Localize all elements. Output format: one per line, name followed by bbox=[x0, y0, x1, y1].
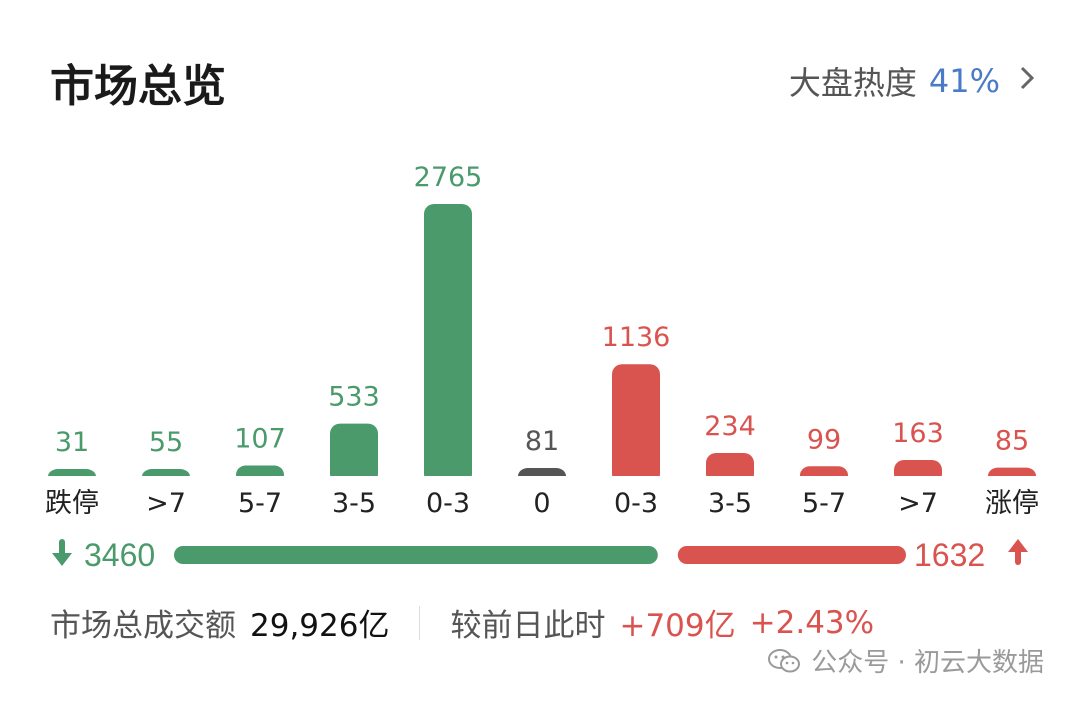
divider bbox=[419, 605, 421, 640]
distribution-chart: 31 跌停 55 >7 107 5-7 533 3-5 2765 0-3 81 0 1136 0-3 234… bbox=[0, 162, 1080, 573]
down-bar bbox=[174, 546, 658, 564]
breadth-bar: 3460 1632 bbox=[52, 537, 1028, 573]
category-label: 0-3 bbox=[614, 488, 658, 519]
wechat-icon bbox=[768, 648, 801, 672]
category-label: 0-3 bbox=[426, 488, 470, 519]
down-count: 3460 bbox=[84, 537, 155, 573]
baseline-mask bbox=[0, 476, 1080, 486]
category-label: >7 bbox=[898, 488, 938, 519]
page-title: 市场总览 bbox=[50, 61, 226, 112]
bar-6 bbox=[612, 364, 660, 484]
compare-label: 较前日此时 bbox=[450, 608, 606, 644]
compare-abs: +709亿 bbox=[619, 608, 736, 644]
category-label: 跌停 bbox=[45, 488, 99, 519]
arrow-up-icon bbox=[1008, 539, 1028, 565]
turnover-summary: 市场总成交额 29,926亿 较前日此时 +709亿 +2.43% bbox=[50, 600, 874, 645]
bar-4 bbox=[424, 204, 472, 484]
category-label: 0 bbox=[533, 488, 550, 519]
bar-value-label: 107 bbox=[234, 423, 286, 454]
watermark: 公众号 · 初云大数据 bbox=[767, 642, 1044, 679]
bar-value-label: 99 bbox=[807, 424, 841, 455]
chevron-right-icon bbox=[1018, 62, 1036, 100]
bar-value-label: 234 bbox=[704, 411, 756, 442]
up-bar bbox=[677, 546, 906, 564]
bar-value-label: 1136 bbox=[602, 322, 671, 353]
bar-value-label: 163 bbox=[892, 418, 944, 449]
bar-value-label: 31 bbox=[55, 427, 89, 458]
watermark-text: 公众号 · 初云大数据 bbox=[811, 648, 1044, 678]
turnover-value: 29,926亿 bbox=[250, 608, 390, 644]
up-count: 1632 bbox=[914, 537, 985, 573]
category-label: 3-5 bbox=[332, 488, 376, 519]
category-label: >7 bbox=[146, 488, 186, 519]
bar-value-label: 85 bbox=[995, 426, 1029, 457]
category-label: 5-7 bbox=[802, 488, 846, 519]
category-label: 涨停 bbox=[985, 488, 1039, 519]
compare-pct: +2.43% bbox=[749, 604, 875, 641]
heat-label: 大盘热度 bbox=[788, 64, 917, 102]
arrow-down-icon bbox=[52, 539, 72, 566]
heat-value: 41% bbox=[928, 62, 1000, 100]
bar-value-label: 81 bbox=[525, 426, 559, 457]
category-label: 5-7 bbox=[238, 488, 282, 519]
turnover-label: 市场总成交额 bbox=[50, 608, 236, 644]
bar-value-label: 55 bbox=[149, 427, 183, 458]
bar-3 bbox=[330, 423, 378, 484]
market-heat-link[interactable]: 大盘热度 41% bbox=[789, 58, 1036, 104]
category-label: 3-5 bbox=[708, 488, 752, 519]
bar-value-label: 2765 bbox=[414, 162, 483, 193]
bar-value-label: 533 bbox=[328, 382, 380, 413]
